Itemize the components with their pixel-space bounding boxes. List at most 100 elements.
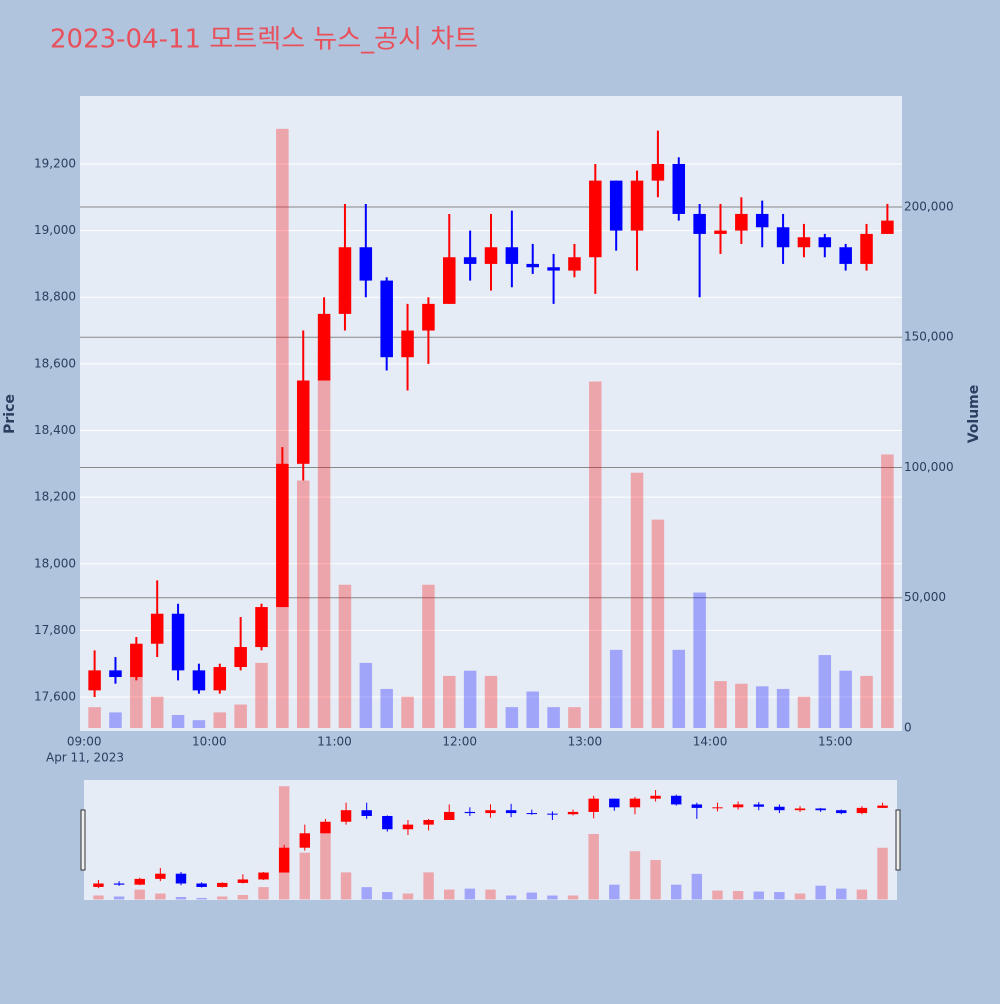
mini-candle-body [526,813,537,815]
candle-body [150,613,164,644]
candle-body [443,257,456,304]
volume-bar [401,696,414,729]
x-tick-label: 11:00 [317,735,352,749]
volume-bar [547,707,560,729]
y2-tick-label: 200,000 [904,199,954,213]
plot-area [80,96,902,731]
volume-bar [839,670,852,729]
mini-volume-bar [299,852,311,900]
candle-body [881,220,894,234]
candle-body [359,247,373,281]
mini-candle-body [155,873,166,879]
mini-volume-bar [547,895,558,900]
mini-volume-bar [134,889,145,900]
volume-bar [609,649,623,729]
candle-body [797,237,811,248]
candle-body [192,670,206,691]
volume-bar [881,454,894,729]
volume-bar [505,707,519,729]
volume-bar [714,681,727,729]
candle-body [213,667,227,691]
mini-candle-body [753,804,764,807]
volume-bar [672,649,686,729]
x-tick-label: 15:00 [818,735,853,749]
candle-body [860,233,873,264]
volume-bar [130,675,143,729]
y-tick-label: 18,800 [34,290,76,304]
mini-candle-body [217,882,228,887]
volume-bar [484,675,498,729]
mini-candle-body [196,883,207,887]
mini-volume-bar [113,896,125,900]
volume-bar [192,720,206,729]
candle-body [317,313,331,381]
volume-bar [735,683,748,729]
candle-body [171,613,185,671]
mini-volume-bar [670,884,682,900]
volume-bar [776,688,790,729]
mini-candle-body [402,824,414,830]
mini-candle-body [567,811,579,815]
candle-body [234,647,247,668]
range-handle-right[interactable] [895,809,901,871]
candle-body [484,247,498,264]
mini-candle-body [485,810,496,814]
y-tick-label: 18,200 [34,490,76,504]
range-slider[interactable] [84,780,897,900]
candle-body [338,247,352,314]
mini-candle-body [629,798,641,808]
volume-bar [296,480,310,729]
candle-body [422,303,435,331]
mini-candle-body [712,807,723,809]
mini-volume-bar [196,897,207,900]
volume-bar [255,662,268,729]
candle-body [568,257,581,271]
mini-volume-bar [258,887,269,900]
mini-volume-bar [505,895,517,900]
mini-candle-body [299,833,311,848]
candle-body [401,330,414,358]
mini-candle-body [258,872,269,880]
mini-candle-body [361,810,372,816]
mini-volume-bar [794,893,806,900]
mini-candle-body [320,821,331,834]
volume-bar [317,350,331,729]
mini-volume-bar [485,889,496,900]
volume-bar [443,675,456,729]
candle-body [505,247,519,264]
candle-body [714,230,727,234]
candle-body [651,163,665,181]
mini-volume-bar [732,891,744,900]
mini-candle-body [836,810,847,814]
mini-candle-body [691,804,703,808]
volume-bar [568,707,581,729]
mini-volume-bar [464,888,476,900]
mini-candle-body [732,804,744,808]
x-tick-label: 12:00 [442,735,477,749]
mini-candle-body [856,807,868,814]
mini-volume-bar [691,873,703,900]
candle-body [276,463,289,608]
mini-candle-body [670,795,682,805]
volume-bar [276,128,289,729]
mini-candle-body [609,798,620,808]
x-tick-label: 09:00 [67,735,102,749]
mini-candle-body [134,878,145,885]
volume-bar [338,584,352,729]
mini-candle-body [815,808,826,811]
range-handle-left[interactable] [80,809,86,871]
volume-bar [860,675,873,729]
candle-body [296,380,310,464]
mini-volume-bar [278,786,290,900]
mini-volume-bar [382,892,393,900]
mini-candle-body [93,883,104,887]
mini-volume-bar [753,891,764,900]
volume-bar [630,472,644,729]
volume-bar [755,686,769,729]
volume-bar [109,712,122,729]
candle-body [526,263,539,268]
candle-body [776,227,790,248]
candle-body [109,670,122,678]
y-tick-label: 18,400 [34,423,76,437]
